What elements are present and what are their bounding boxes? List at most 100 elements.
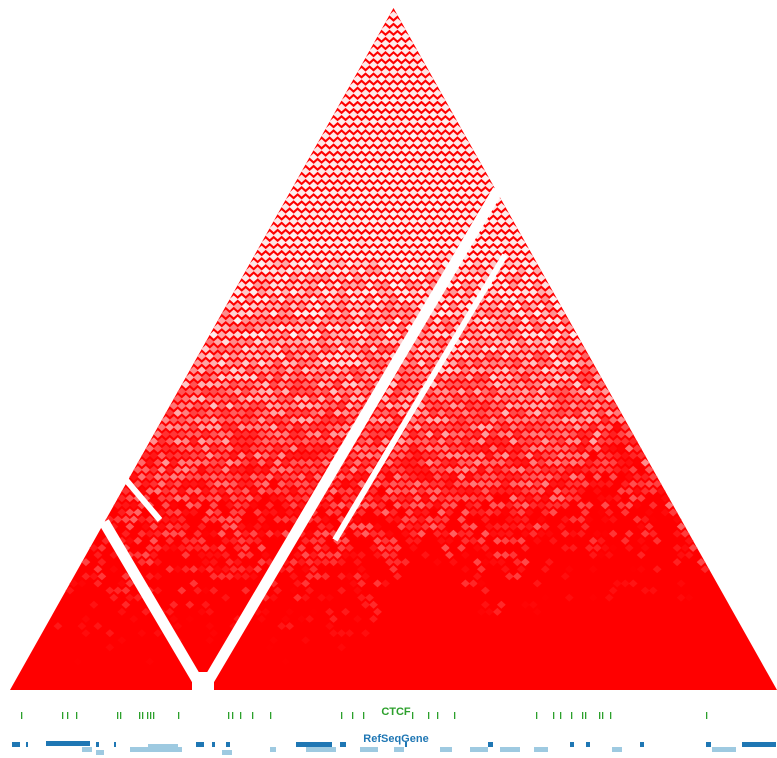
heatmap-cell (249, 487, 259, 496)
heatmap-cell (301, 323, 311, 332)
heatmap-cell (393, 288, 402, 297)
heatmap-cell (321, 316, 330, 325)
heatmap-cell (393, 487, 402, 496)
heatmap-cell (425, 89, 434, 98)
heatmap-cell (241, 387, 251, 396)
heatmap-cell (496, 316, 506, 325)
heatmap-cell (357, 153, 366, 162)
heatmap-cell (373, 508, 382, 517)
heatmap-cell (524, 309, 534, 318)
heatmap-cell (461, 423, 470, 432)
heatmap-cell (441, 330, 450, 339)
heatmap-cell (381, 494, 390, 503)
heatmap-cell (393, 188, 402, 197)
gene-feature (222, 750, 232, 755)
heatmap-cell (313, 245, 322, 254)
heatmap-cell (504, 529, 514, 538)
heatmap-cell (141, 607, 151, 616)
heatmap-cell (285, 480, 295, 488)
heatmap-cell (472, 160, 482, 169)
heatmap-cell (309, 366, 318, 375)
heatmap-cell (309, 565, 318, 574)
heatmap-cell (373, 224, 382, 233)
heatmap-cell (317, 394, 326, 403)
heatmap-cell (588, 593, 598, 602)
heatmap-cell (480, 401, 490, 410)
heatmap-cell (393, 174, 402, 183)
heatmap-cell (500, 281, 510, 290)
heatmap-cell (516, 323, 526, 332)
heatmap-cell (560, 458, 570, 467)
heatmap-cell (213, 337, 223, 346)
heatmap-cell (401, 245, 410, 254)
heatmap-cell (341, 536, 350, 545)
heatmap-cell (89, 600, 99, 609)
heatmap-cell (624, 472, 634, 481)
heatmap-cell (153, 586, 163, 595)
heatmap-cell (445, 508, 454, 517)
heatmap-cell (476, 266, 486, 275)
heatmap-cell (409, 487, 418, 496)
heatmap-cell (580, 366, 590, 375)
heatmap-cell (512, 373, 522, 382)
heatmap-cell (341, 238, 350, 247)
heatmap-cell (189, 451, 199, 460)
heatmap-cell (357, 593, 366, 602)
heatmap-cell (321, 387, 330, 396)
heatmap-cell (644, 522, 654, 531)
heatmap-cell (457, 188, 466, 197)
heatmap-cell (457, 330, 466, 339)
heatmap-cell (281, 245, 291, 254)
heatmap-cell (301, 408, 311, 417)
heatmap-cell (297, 458, 307, 467)
heatmap-cell (457, 444, 466, 453)
heatmap-cell (281, 330, 291, 339)
heatmap-cell (373, 536, 382, 545)
heatmap-cell (349, 480, 358, 488)
heatmap-cell (369, 416, 378, 424)
gap-stripe-right-long (198, 187, 503, 693)
heatmap-cell (369, 501, 378, 510)
heatmap-cell (429, 352, 438, 361)
heatmap-cell (129, 515, 139, 524)
gene-feature (440, 747, 452, 752)
heatmap-cell (544, 444, 554, 453)
heatmap-cell (520, 373, 530, 382)
heatmap-cell (421, 465, 430, 474)
heatmap-cell (385, 274, 394, 282)
heatmap-cell (441, 316, 450, 325)
heatmap-cell (249, 316, 259, 325)
heatmap-cell (401, 75, 410, 83)
heatmap-cell (409, 501, 418, 510)
heatmap-cell (277, 480, 287, 488)
heatmap-cell (472, 188, 482, 197)
heatmap-cell (476, 252, 486, 261)
heatmap-cell (329, 416, 338, 424)
heatmap-cell (189, 465, 199, 474)
heatmap-cell (177, 416, 187, 424)
heatmap-cell (145, 458, 155, 467)
heatmap-cell (492, 465, 502, 474)
heatmap-cell (480, 558, 490, 567)
heatmap-cell (472, 316, 482, 325)
heatmap-cell (253, 480, 263, 488)
heatmap-cell (369, 543, 378, 552)
heatmap-cell (313, 288, 322, 297)
heatmap-cell (333, 110, 342, 119)
heatmap-cell (393, 160, 402, 169)
heatmap-cell (301, 224, 311, 233)
heatmap-cell (592, 416, 602, 424)
heatmap-cell (381, 295, 390, 304)
heatmap-cell (397, 266, 406, 275)
heatmap-cell (341, 408, 350, 417)
heatmap-cell (445, 352, 454, 361)
heatmap-cell (476, 195, 486, 204)
heatmap-cell (516, 295, 526, 304)
heatmap-cell (433, 316, 442, 325)
heatmap-cell (165, 437, 175, 446)
heatmap-cell (492, 309, 502, 318)
heatmap-cell (409, 89, 418, 98)
heatmap-cell (429, 465, 438, 474)
heatmap-cell (528, 345, 538, 353)
heatmap-cell (273, 274, 283, 282)
